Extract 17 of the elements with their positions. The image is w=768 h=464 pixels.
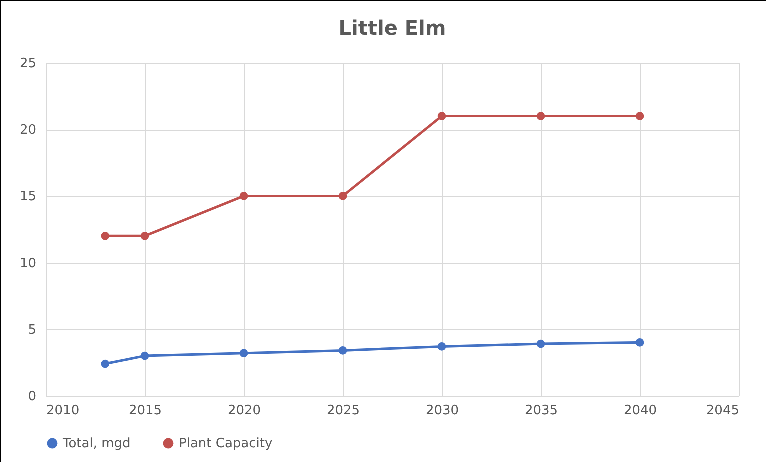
legend-label: Plant Capacity xyxy=(179,436,274,452)
x-tick-label: 2030 xyxy=(426,404,460,418)
y-tick-label: 15 xyxy=(20,190,36,205)
x-tick-label: 2015 xyxy=(128,404,162,418)
x-tick-label: 2025 xyxy=(326,404,360,418)
y-tick-label: 20 xyxy=(20,123,36,138)
x-tick-label: 2040 xyxy=(624,404,658,418)
x-tick-label: 2010 xyxy=(46,404,80,418)
x-tick-label: 2035 xyxy=(524,404,558,418)
chart-title: Little Elm xyxy=(338,16,446,40)
y-tick-label: 25 xyxy=(20,56,36,72)
y-tick-label: 0 xyxy=(28,390,36,404)
x-tick-label: 2020 xyxy=(228,404,262,418)
legend-label: Total, mgd xyxy=(62,436,131,452)
x-tick-label: 2045 xyxy=(706,404,740,418)
y-tick-label: 10 xyxy=(20,256,36,272)
y-tick-label: 5 xyxy=(28,322,36,338)
